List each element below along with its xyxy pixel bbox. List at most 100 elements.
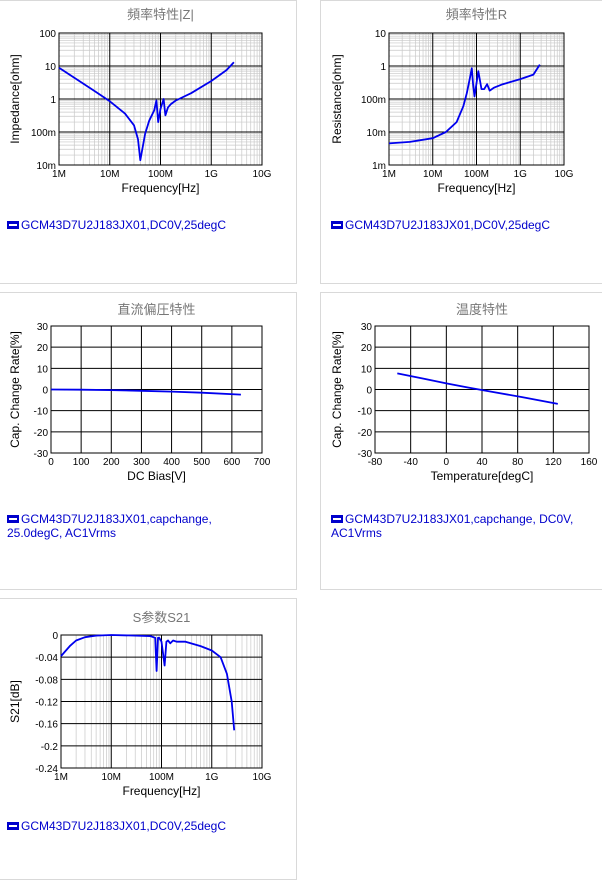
y-tick-label: 1: [50, 95, 56, 106]
x-axis-label: Frequency[Hz]: [122, 784, 200, 798]
x-tick-label: 700: [254, 457, 271, 468]
x-tick-label: 100: [73, 457, 90, 468]
x-tick-label: 80: [512, 457, 524, 468]
x-tick-label: 10G: [253, 772, 272, 783]
x-tick-label: 100M: [149, 772, 174, 783]
y-axis-label: Impedance[ohm]: [8, 54, 22, 143]
series-line: [58, 61, 235, 162]
legend-label: GCM43D7U2J183JX01,capchange, 25.0degC, A…: [7, 512, 212, 540]
y-tick-label: 20: [361, 343, 373, 354]
y-tick-label: 0: [42, 386, 48, 397]
y-tick-label: 10: [361, 364, 373, 375]
x-tick-label: 10M: [423, 169, 442, 180]
x-tick-label: 600: [224, 457, 241, 468]
chart-title: 直流偏圧特性: [117, 302, 195, 317]
y-tick-label: 1m: [372, 161, 386, 172]
legend-entry[interactable]: GCM43D7U2J183JX01,DC0V,25degC: [7, 819, 287, 833]
x-tick-label: 10G: [555, 169, 574, 180]
y-tick-label: 30: [361, 322, 373, 333]
x-tick-label: -80: [368, 457, 383, 468]
x-axis-label: Temperature[degC]: [431, 469, 534, 483]
y-axis-label: S21[dB]: [8, 680, 22, 723]
y-axis-label: Resistance[ohm]: [330, 54, 344, 143]
x-tick-label: 1M: [382, 169, 396, 180]
x-tick-label: 1M: [54, 772, 68, 783]
plot-frame: [60, 634, 263, 769]
chart-title: 温度特性: [456, 302, 508, 317]
y-tick-label: 30: [37, 322, 49, 333]
series-line: [60, 634, 236, 731]
x-tick-label: 400: [163, 457, 180, 468]
x-tick-label: 160: [581, 457, 598, 468]
x-tick-label: 10M: [102, 772, 121, 783]
chart-title: S参数S21: [133, 610, 191, 625]
y-tick-label: -30: [358, 449, 373, 460]
s21-chart: 1M 10M 100M 1G 10G 0 -0.04 -0.08 -0.12 -0.16 -0.2 -…: [8, 610, 272, 798]
y-tick-label: 10: [375, 29, 387, 40]
x-tick-label: 120: [545, 457, 562, 468]
y-tick-label: -10: [358, 407, 373, 418]
series-line: [50, 388, 241, 396]
series-line: [397, 372, 558, 405]
x-tick-label: 100M: [148, 169, 173, 180]
resistance-chart: 1M 10M 100M 1G 10G 1m 10m 100m 1 10 頻率特性R Frequency…: [330, 7, 574, 195]
plot-frame: [388, 32, 565, 166]
x-tick-label: 1G: [514, 169, 528, 180]
x-tick-label: 0: [48, 457, 54, 468]
dc-bias-chart-panel: 0 100 200 300 400 500 600 700 -30 -20 -10 0 10 20 30 直流…: [0, 292, 297, 590]
s21-chart-panel: 1M 10M 100M 1G 10G 0 -0.04 -0.08 -0.12 -0.16 -0.2 -…: [0, 598, 297, 880]
x-tick-label: 1M: [52, 169, 66, 180]
series-line: [388, 64, 541, 145]
legend-label: GCM43D7U2J183JX01,capchange, DC0V, AC1Vr…: [331, 512, 574, 540]
y-tick-label: -0.16: [35, 720, 58, 731]
legend-swatch-icon: [331, 220, 343, 229]
legend-label: GCM43D7U2J183JX01,DC0V,25degC: [21, 819, 227, 833]
legend-entry[interactable]: GCM43D7U2J183JX01,capchange, DC0V, AC1Vr…: [331, 512, 599, 540]
legend-label: GCM43D7U2J183JX01,DC0V,25degC: [345, 218, 551, 232]
y-axis-label: Cap. Change Rate[%]: [8, 331, 22, 448]
legend-swatch-icon: [331, 514, 343, 523]
y-tick-label: -0.2: [41, 742, 59, 753]
x-axis-label: Frequency[Hz]: [437, 181, 515, 195]
legend-swatch-icon: [7, 514, 19, 523]
resistance-chart-panel: 1M 10M 100M 1G 10G 1m 10m 100m 1 10 頻率特性R Frequency…: [320, 0, 602, 284]
y-tick-label: 10: [37, 364, 49, 375]
y-tick-label: 0: [52, 631, 58, 642]
chart-title: 頻率特性|Z|: [127, 7, 194, 22]
legend-entry[interactable]: GCM43D7U2J183JX01,DC0V,25degC: [331, 218, 601, 232]
legend-entry[interactable]: GCM43D7U2J183JX01,capchange, 25.0degC, A…: [7, 512, 247, 540]
x-tick-label: 40: [476, 457, 488, 468]
plot-frame: [374, 325, 590, 454]
y-tick-label: 10: [45, 62, 57, 73]
impedance-chart: 1M 10M 100M 1G 10G 10m 100m 1 10 100 頻率特性|Z| Freque…: [8, 7, 272, 195]
y-tick-label: -20: [34, 428, 49, 439]
y-tick-label: -20: [358, 428, 373, 439]
y-tick-label: -0.12: [35, 698, 58, 709]
y-tick-label: 1: [380, 62, 386, 73]
temperature-chart-panel: -80 -40 0 40 80 120 160 -30 -20 -10 0 10 20 30 温度特性 Tem…: [320, 292, 602, 590]
legend-swatch-icon: [7, 821, 19, 830]
legend-swatch-icon: [7, 220, 19, 229]
plot-frame: [58, 32, 263, 166]
y-tick-label: -0.24: [35, 764, 58, 775]
y-tick-label: -0.08: [35, 675, 58, 686]
y-tick-label: 100: [39, 29, 56, 40]
x-tick-label: 0: [444, 457, 450, 468]
temperature-chart: -80 -40 0 40 80 120 160 -30 -20 -10 0 10 20 30 温度特性 Tem…: [330, 302, 598, 483]
chart-title: 頻率特性R: [446, 7, 507, 22]
y-tick-label: 0: [366, 386, 372, 397]
y-tick-label: 10m: [37, 161, 56, 172]
x-tick-label: 10M: [100, 169, 119, 180]
x-tick-label: 500: [193, 457, 210, 468]
y-tick-label: 100m: [31, 128, 56, 139]
y-tick-label: 10m: [367, 128, 386, 139]
x-tick-label: 1G: [205, 772, 219, 783]
y-tick-label: 100m: [361, 95, 386, 106]
impedance-chart-panel: 1M 10M 100M 1G 10G 10m 100m 1 10 100 頻率特性|Z| Freque…: [0, 0, 297, 284]
y-axis-label: Cap. Change Rate[%]: [330, 331, 344, 448]
legend-entry[interactable]: GCM43D7U2J183JX01,DC0V,25degC: [7, 218, 287, 232]
dc-bias-chart: 0 100 200 300 400 500 600 700 -30 -20 -10 0 10 20 30 直流…: [8, 302, 271, 483]
x-axis-label: DC Bias[V]: [127, 469, 186, 483]
y-tick-label: -0.04: [35, 653, 58, 664]
legend-label: GCM43D7U2J183JX01,DC0V,25degC: [21, 218, 227, 232]
